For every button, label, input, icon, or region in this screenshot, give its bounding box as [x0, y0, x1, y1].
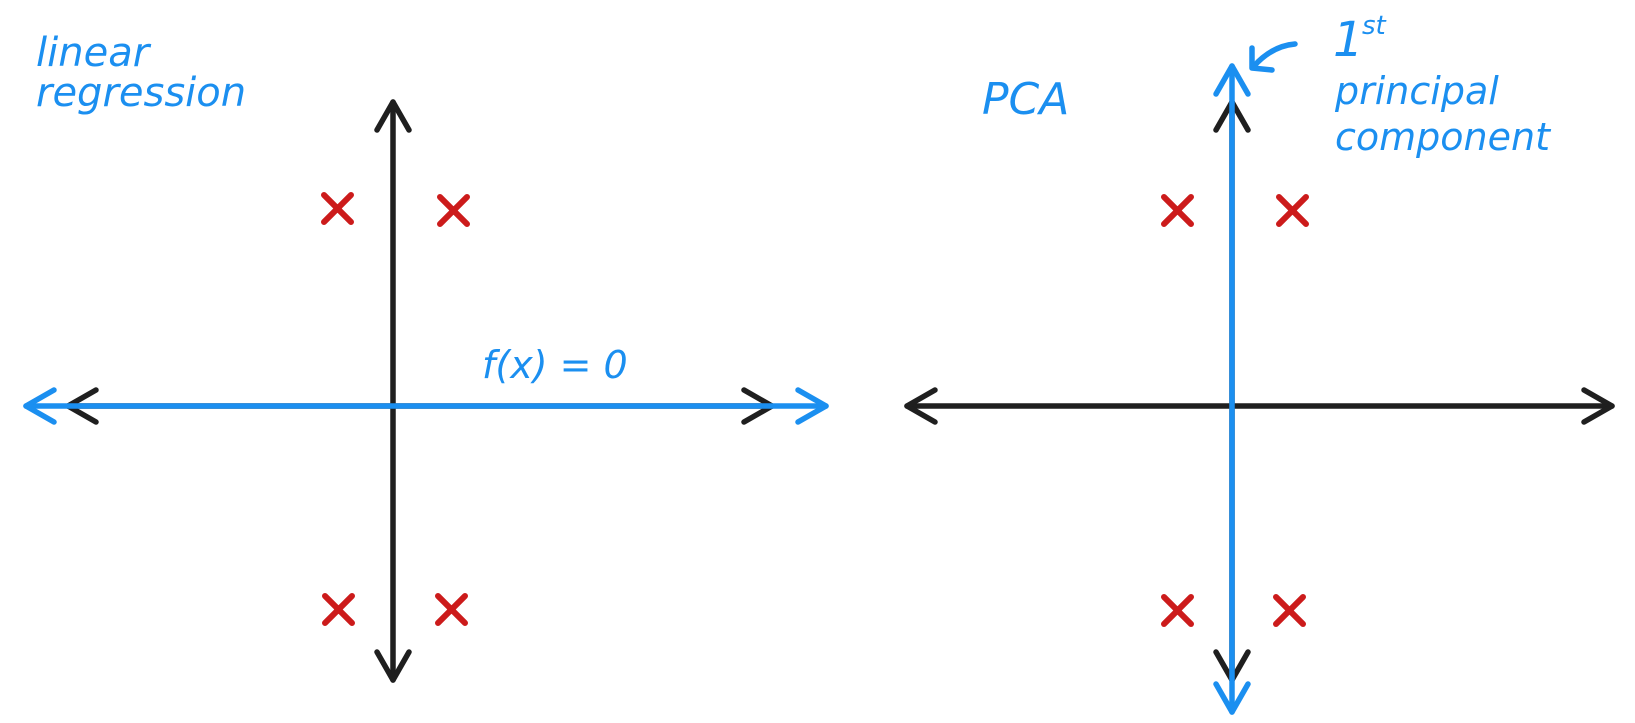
right-horizontal-axis: [904, 387, 1615, 425]
component-label: 1 st principal component: [1333, 11, 1552, 159]
left-vertical-axis: [374, 99, 412, 683]
left-data-point-lower-right: [435, 593, 468, 626]
right-data-point-lower-right: [1273, 594, 1306, 627]
component-label-number: 1: [1333, 12, 1364, 68]
left-title-line1: linear: [36, 30, 152, 76]
right-data-point-upper-right: [1276, 194, 1309, 227]
right-panel: PCA 1 st principal component: [904, 11, 1615, 715]
right-data-point-lower-left: [1161, 594, 1194, 627]
arrow-pointer-icon: [1249, 41, 1298, 73]
regression-line: [23, 387, 829, 425]
right-title: PCA: [982, 74, 1069, 125]
component-label-line3: component: [1335, 115, 1552, 159]
left-data-point-upper-right: [437, 194, 470, 227]
regression-line-label: f(x) = 0: [482, 343, 628, 387]
right-data-point-upper-left: [1161, 194, 1194, 227]
first-principal-component-line: [1213, 63, 1251, 715]
component-label-line2: principal: [1334, 69, 1499, 113]
left-data-point-upper-left: [321, 192, 354, 225]
left-panel: linear regression f(x) = 0: [23, 30, 829, 683]
left-data-point-lower-left: [322, 593, 355, 626]
left-title-line2: regression: [36, 70, 246, 116]
component-label-suffix: st: [1362, 11, 1387, 41]
